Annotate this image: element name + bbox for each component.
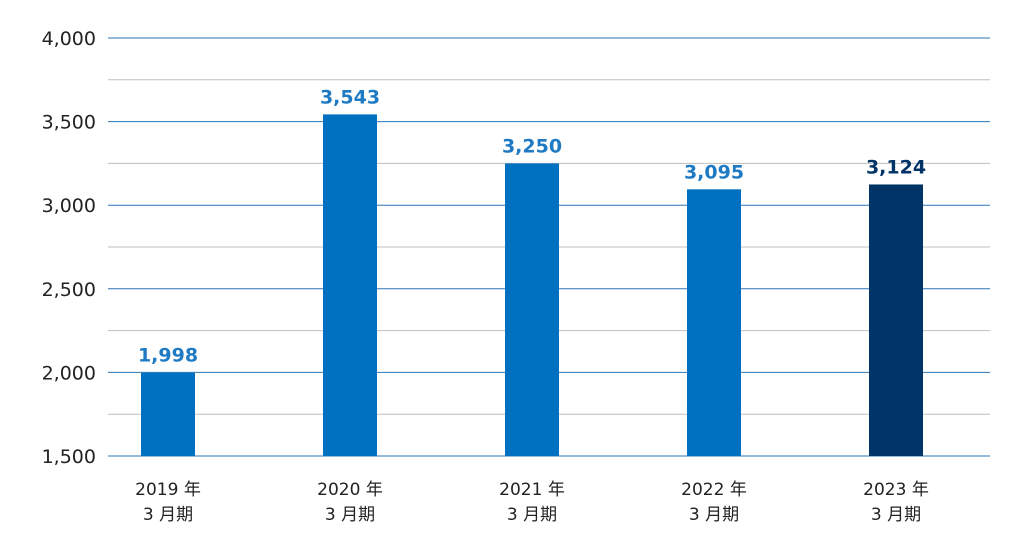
y-tick-label: 3,000: [42, 195, 96, 217]
x-tick-label: 3 月期: [689, 505, 739, 525]
bar: [323, 114, 377, 456]
bar-layer: [141, 114, 923, 457]
x-tick-label: 2022 年: [681, 480, 747, 500]
label-layer: 1,998 3,543 3,250 3,095 3,124: [138, 86, 926, 366]
y-tick-label: 4,000: [42, 28, 96, 50]
x-tick-label: 3 月期: [507, 505, 557, 525]
data-label: 3,095: [684, 161, 744, 183]
x-tick-label: 2021 年: [499, 480, 565, 500]
y-axis-ticks: 1,500 2,000 2,500 3,000 3,500 4,000: [42, 28, 96, 468]
data-label: 1,998: [138, 345, 198, 367]
x-tick-label: 3 月期: [871, 505, 921, 525]
x-axis-ticks: 2019 年 3 月期 2020 年 3 月期 2021 年 3 月期 2022 年 3 月期…: [135, 480, 929, 525]
data-label: 3,250: [502, 135, 562, 157]
data-label: 3,543: [320, 86, 380, 108]
x-tick-label: 3 月期: [325, 505, 375, 525]
y-tick-label: 2,500: [42, 279, 96, 301]
bar: [141, 372, 195, 456]
x-tick-label: 2023 年: [863, 480, 929, 500]
bar: [505, 163, 559, 456]
x-tick-label: 2019 年: [135, 480, 201, 500]
y-tick-label: 3,500: [42, 112, 96, 134]
x-tick-label: 3 月期: [143, 505, 193, 525]
y-tick-label: 1,500: [42, 446, 96, 468]
bar: [687, 189, 741, 457]
x-tick-label: 2020 年: [317, 480, 383, 500]
y-tick-label: 2,000: [42, 362, 96, 384]
data-label: 3,124: [866, 156, 926, 178]
bar: [869, 184, 923, 456]
